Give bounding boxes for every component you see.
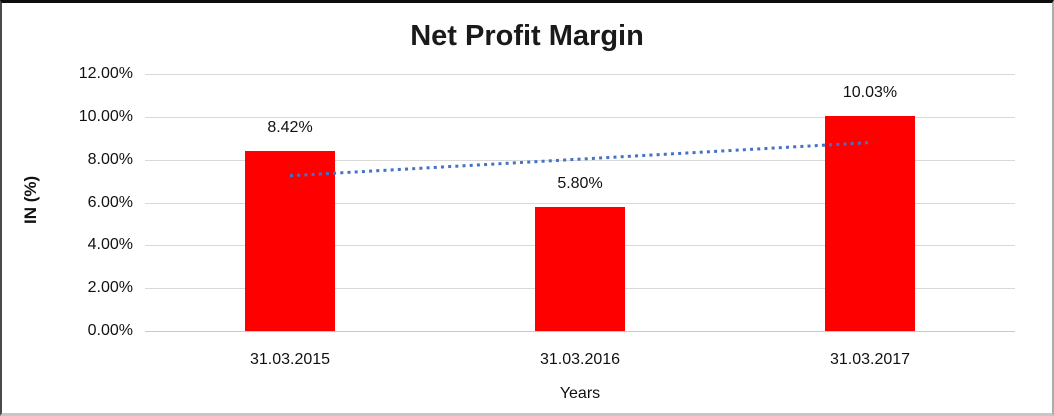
trendline-path [289,141,871,178]
bar [825,116,915,331]
y-tick-label: 4.00% [87,236,133,253]
x-tick-label: 31.03.2017 [829,351,911,368]
x-tick-label: 31.03.2015 [249,351,331,368]
bar [535,207,625,331]
gridline [145,117,1015,118]
y-tick-label: 12.00% [78,65,133,82]
y-tick-label: 10.00% [78,108,133,125]
gridline [145,203,1015,204]
chart-title: Net Profit Margin [410,20,644,52]
y-tick-label: 6.00% [87,194,133,211]
bar-data-label: 5.80% [557,175,603,192]
bar-data-label: 8.42% [267,119,313,136]
bar [245,151,335,331]
x-axis-title: Years [559,385,601,402]
y-tick-label: 8.00% [87,151,133,168]
x-axis-line [145,331,1015,332]
gridline [145,74,1015,75]
trendline [289,141,871,178]
bar-data-label: 10.03% [842,84,898,101]
y-tick-label: 0.00% [87,322,133,339]
y-tick-label: 2.00% [87,279,133,296]
y-axis-title: IN (%) [21,175,40,224]
x-tick-label: 31.03.2016 [539,351,621,368]
